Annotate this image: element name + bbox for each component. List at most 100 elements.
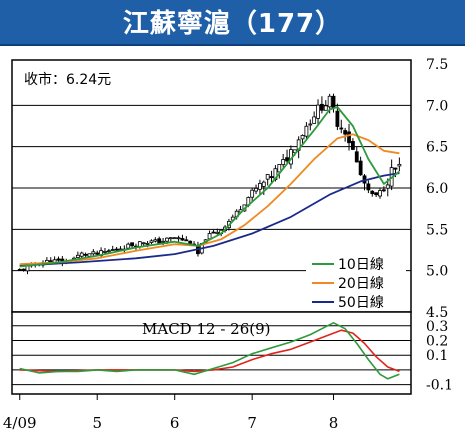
candle-body [397, 163, 402, 167]
macd-tick-label: 0.2 [426, 333, 448, 349]
candle-body [385, 184, 390, 189]
close-price-label: 收市：6.24元 [24, 71, 111, 88]
candle-body [327, 95, 332, 108]
candle-body [211, 231, 216, 234]
price-y-axis: 4.5 5.0 5.5 6.0 6.5 7.0 7.5 [426, 57, 448, 321]
candle-body [21, 268, 26, 271]
macd-dif-line [19, 321, 400, 380]
chart-title: 江蘇寧滬（177） [122, 9, 343, 39]
candle-body [261, 181, 266, 187]
candle-body [393, 167, 398, 170]
macd-lines [19, 321, 400, 380]
macd-panel: -0.1 0.10.20.3 MACD 12 - 26(9) [11, 311, 453, 395]
candle-body [258, 183, 262, 190]
candle-body [312, 116, 317, 124]
candle-body [335, 110, 340, 127]
price-tick-label: 7.5 [426, 57, 448, 73]
candle-body [215, 231, 220, 234]
candle-body [285, 157, 289, 162]
legend-label: 20日線 [338, 276, 384, 292]
candle-body [114, 248, 119, 251]
price-tick-label: 7.0 [426, 98, 448, 114]
price-tick-label: 5.0 [426, 264, 448, 280]
candle-body [277, 164, 282, 173]
candle-body [157, 238, 162, 244]
candle-body [95, 252, 100, 255]
macd-tick-label: 0.1 [426, 348, 448, 364]
macd-y-axis: -0.1 0.10.20.3 [426, 319, 453, 394]
candle-body [56, 258, 61, 261]
candle-body [366, 183, 371, 191]
candle-body [331, 95, 336, 109]
candle-body [145, 242, 150, 245]
price-tick-label: 5.5 [426, 222, 448, 238]
price-tick-label: 4.5 [426, 305, 448, 321]
candle-body [165, 237, 169, 242]
x-tick-label: 8 [329, 414, 339, 432]
candle-body [339, 127, 344, 130]
candle-body [281, 159, 286, 165]
candle-body [75, 254, 80, 258]
candle-body [87, 253, 92, 257]
title-bar: 江蘇寧滬（177） [0, 0, 465, 46]
candle-body [168, 237, 173, 240]
candle-body [110, 249, 115, 251]
candle-body [250, 189, 255, 198]
candle-body [308, 123, 313, 126]
candle-body [83, 253, 88, 256]
candle-body [141, 242, 146, 245]
ma20-line [19, 133, 400, 265]
ma50-line [19, 172, 400, 267]
candle-body [374, 192, 379, 196]
candle-body [378, 190, 382, 197]
candle-body [130, 242, 134, 247]
candle-body [176, 237, 181, 240]
candle-body [323, 105, 328, 111]
candle-body [304, 125, 309, 137]
candle-body [149, 240, 154, 243]
candle-body [354, 151, 359, 163]
candle-body [300, 135, 305, 140]
candle-body [161, 240, 165, 243]
x-tick-label: 7 [247, 414, 257, 432]
candle-body [106, 250, 111, 253]
legend: 10日線 20日線 50日線 [306, 252, 406, 311]
x-tick-label: 6 [170, 414, 180, 432]
x-axis: 4/09 5 6 7 8 [3, 394, 338, 432]
candle-body [79, 252, 84, 257]
candle-body [316, 104, 320, 119]
candle-body [207, 233, 212, 240]
candle-body [17, 269, 22, 271]
candle-body [126, 243, 131, 249]
candle-body [91, 251, 96, 255]
candle-body [381, 189, 386, 192]
candle-body [254, 187, 258, 192]
candle-body [265, 174, 270, 180]
candle-body [320, 103, 324, 111]
ma10-line [19, 106, 400, 268]
x-tick-label: 5 [92, 414, 102, 432]
candle-body [184, 239, 189, 242]
candle-body [172, 237, 177, 240]
macd-tick-label: -0.1 [426, 378, 453, 394]
macd-grid [12, 325, 411, 386]
candle-body [350, 141, 355, 150]
price-tick-label: 6.0 [426, 181, 448, 197]
candle-body [358, 160, 363, 176]
macd-title: MACD 12 - 26(9) [142, 320, 271, 338]
candle-body [269, 176, 274, 179]
candle-body [103, 251, 107, 253]
x-tick-label: 4/09 [3, 414, 37, 432]
legend-label: 10日線 [338, 257, 384, 273]
candle-body [347, 131, 351, 144]
candle-body [180, 238, 185, 241]
price-tick-label: 6.5 [426, 140, 448, 156]
candle-body [153, 239, 158, 242]
moving-average-lines [19, 106, 400, 268]
macd-tick-label: 0.3 [426, 319, 448, 335]
legend-label: 50日線 [338, 295, 384, 311]
legend-background [306, 252, 406, 310]
candle-body [343, 130, 348, 135]
price-panel: 4.5 5.0 5.5 6.0 6.5 7.0 7.5 收市：6.24元 10日線 20日線 5… [11, 57, 448, 321]
